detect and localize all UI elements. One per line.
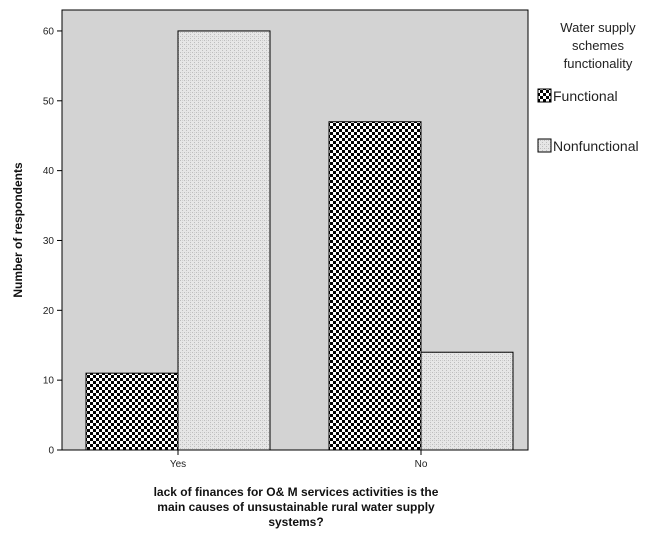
legend-title-line-1: Water supply — [560, 20, 636, 35]
legend-swatch-functional — [537, 88, 552, 103]
bar-nonfunctional-yes — [177, 30, 271, 451]
y-tick-label-40: 40 — [43, 166, 55, 177]
x-tick-label-no: No — [415, 459, 428, 470]
legend-swatch-nonfunctional — [537, 138, 552, 153]
x-axis-title-line-2: main causes of unsustainable rural water… — [157, 500, 435, 514]
x-axis-ticks: Yes No — [170, 450, 428, 470]
legend-label-nonfunctional: Nonfunctional — [553, 138, 639, 154]
bar-functional-yes — [85, 372, 179, 451]
y-axis-title: Number of respondents — [11, 162, 25, 298]
bar-nonfunctional-no — [420, 351, 514, 451]
bar-functional-no — [328, 121, 422, 451]
y-tick-label-20: 20 — [43, 306, 55, 317]
x-axis-title-line-3: systems? — [268, 515, 323, 529]
legend-title-line-3: functionality — [564, 56, 633, 71]
y-axis-ticks: 0 10 20 30 40 50 60 — [43, 26, 62, 457]
bars — [85, 30, 514, 451]
y-tick-label-60: 60 — [43, 26, 55, 37]
y-tick-label-30: 30 — [43, 236, 55, 247]
y-tick-label-0: 0 — [48, 446, 54, 457]
legend-label-functional: Functional — [553, 88, 618, 104]
x-axis-title-line-1: lack of finances for O& M services activ… — [154, 485, 439, 499]
y-tick-label-10: 10 — [43, 376, 55, 387]
legend: Water supply schemes functionality Funct… — [537, 20, 639, 154]
y-tick-label-50: 50 — [43, 96, 55, 107]
x-tick-label-yes: Yes — [170, 459, 186, 470]
legend-title-line-2: schemes — [572, 38, 625, 53]
